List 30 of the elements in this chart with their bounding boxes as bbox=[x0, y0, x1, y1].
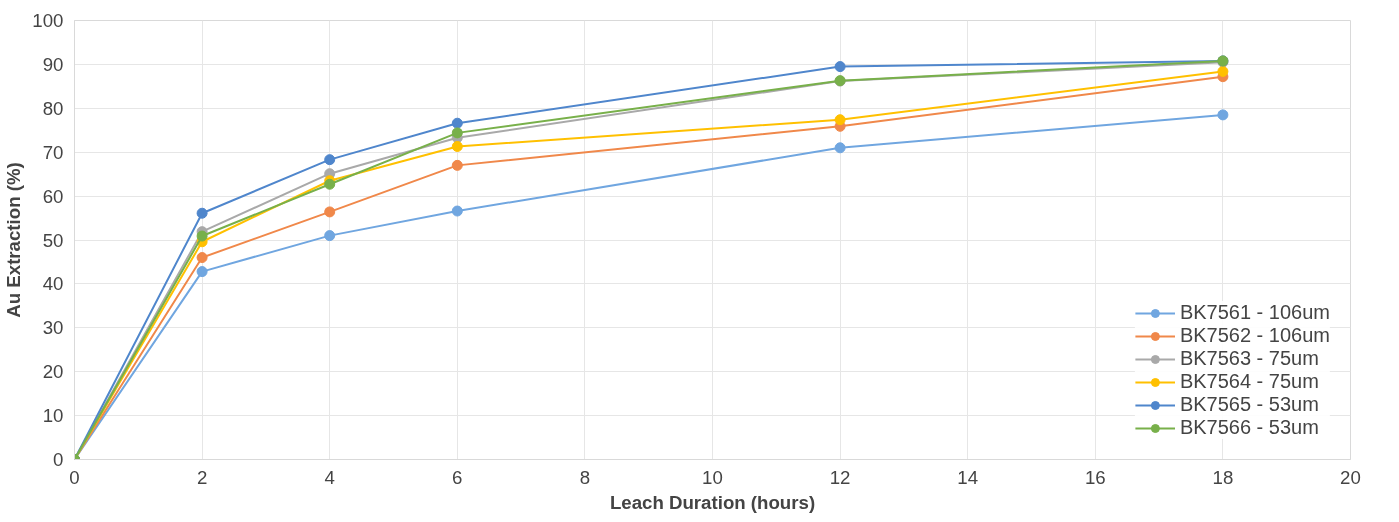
legend-label: BK7563 - 75um bbox=[1179, 347, 1319, 370]
y-tick-label: 50 bbox=[42, 229, 64, 251]
x-tick-label: 12 bbox=[829, 466, 851, 488]
y-tick-label: 80 bbox=[42, 97, 64, 119]
y-axis-title: Au Extraction (%) bbox=[3, 162, 25, 318]
y-tick-label: 100 bbox=[32, 10, 64, 31]
x-tick-label: 2 bbox=[196, 466, 208, 488]
y-tick-label: 70 bbox=[42, 141, 64, 163]
x-tick-label: 6 bbox=[452, 466, 463, 488]
legend-label: BK7562 - 106um bbox=[1179, 324, 1330, 347]
x-tick-label: 8 bbox=[579, 466, 591, 488]
x-tick-label: 0 bbox=[69, 466, 80, 488]
legend-label: BK7566 - 53um bbox=[1179, 416, 1319, 439]
y-tick-label: 90 bbox=[42, 53, 64, 75]
x-tick-label: 4 bbox=[324, 466, 335, 488]
x-tick-label: 10 bbox=[702, 466, 723, 488]
y-tick-label: 20 bbox=[42, 361, 64, 383]
y-tick-label: 60 bbox=[42, 185, 64, 207]
y-tick-label: 30 bbox=[42, 317, 64, 339]
legend-label: BK7561 - 106um bbox=[1179, 301, 1330, 324]
y-tick-label: 40 bbox=[42, 273, 64, 295]
x-tick-label: 20 bbox=[1340, 466, 1361, 488]
y-tick-label: 0 bbox=[53, 449, 64, 470]
x-tick-label: 16 bbox=[1084, 466, 1106, 488]
legend-label: BK7565 - 53um bbox=[1179, 393, 1319, 416]
legend-label: BK7564 - 75um bbox=[1179, 370, 1319, 393]
x-tick-label: 18 bbox=[1212, 466, 1234, 488]
y-tick-label: 10 bbox=[42, 405, 64, 427]
x-axis-title: Leach Duration (hours) bbox=[609, 491, 816, 513]
x-tick-label: 14 bbox=[957, 466, 979, 488]
